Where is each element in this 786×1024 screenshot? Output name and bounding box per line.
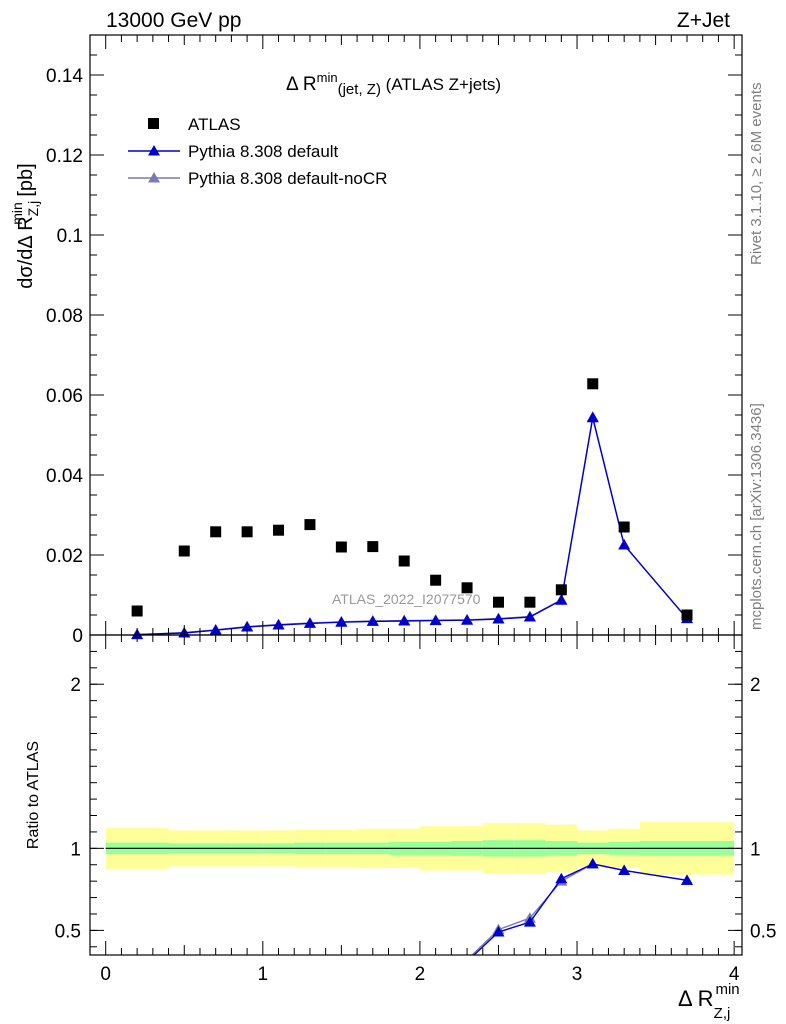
xlabel-sub: Z,j	[714, 1005, 731, 1022]
main-watermark: ATLAS_2022_I2077570	[332, 591, 481, 607]
ratio-y-axis-title: Ratio to ATLAS	[25, 741, 42, 849]
atlas-data-point	[681, 609, 693, 621]
default-ratio-marker	[586, 857, 599, 869]
legend-marker-atlas	[148, 118, 159, 129]
atlas-data-point	[492, 596, 504, 608]
main-watermark-text: ATLAS_2022_I2077570	[332, 591, 481, 607]
atlas-data-point	[587, 378, 599, 390]
mcplots-label: mcplots.cern.ch [arXiv:1306.3436]	[748, 403, 765, 630]
main-title-sup: min	[317, 70, 338, 85]
header-process-label: Z+Jet	[677, 9, 730, 32]
ratio-panel: 0.5 0.5 1 1 2 2 0 1 2 3 4 Ratio to ATLAS	[25, 634, 776, 985]
main-y-tick-label: 0.04	[46, 466, 83, 487]
default-main-marker	[398, 615, 411, 626]
legend-marker-triangle	[148, 145, 160, 156]
atlas-data-point	[555, 584, 567, 596]
default-ratio-marker	[492, 926, 505, 937]
default-main-marker	[335, 616, 348, 627]
legend-marker-triangle	[148, 172, 160, 183]
x-tick-label: 3	[572, 964, 583, 985]
x-tick-label: 2	[415, 964, 426, 985]
ratio-y-tick-label-right: 1	[750, 839, 761, 860]
legend-label: ATLAS	[188, 115, 241, 134]
main-ylabel-main: dσ/dΔ R	[15, 216, 37, 288]
default-main-marker	[523, 611, 536, 622]
legend-label: Pythia 8.308 default	[188, 142, 339, 161]
xlabel-main: Δ R	[678, 986, 713, 1011]
main-title: Δ Rmin(jet, Z) (ATLAS Z+jets)	[286, 70, 501, 98]
atlas-data-point	[178, 545, 190, 557]
atlas-data-point	[131, 605, 143, 617]
default-main-marker	[272, 619, 285, 630]
default-main-marker	[586, 411, 599, 423]
default-ratio-marker	[555, 872, 568, 884]
ratio-y-tick-label: 1	[70, 839, 81, 860]
ratio-band-layer	[105, 822, 735, 875]
ratio-y-tick-label-right: 2	[750, 675, 761, 696]
atlas-data-point	[241, 526, 253, 538]
default-main-marker	[241, 621, 254, 632]
main-title-prefix: Δ R	[286, 74, 317, 95]
xlabel-sup: min	[715, 981, 739, 998]
ratio-axes: 0.5 0.5 1 1 2 2 0 1 2 3 4	[55, 635, 776, 985]
main-title-sub: (jet, Z)	[338, 81, 381, 98]
ratio-y-tick-label-right: 0.5	[750, 921, 776, 942]
x-tick-label: 1	[258, 964, 269, 985]
atlas-data-point	[210, 526, 222, 538]
legend-label: Pythia 8.308 default-noCR	[188, 169, 387, 188]
main-ylabel-sup: min	[9, 202, 25, 225]
legend: ATLAS Pythia 8.308 default Pythia 8.308 de…	[128, 115, 387, 188]
atlas-data-point	[398, 555, 410, 567]
main-y-tick-label: 0	[72, 626, 83, 647]
ratio-frame	[89, 634, 743, 956]
main-data-layer	[131, 378, 694, 640]
atlas-data-point	[524, 596, 536, 608]
atlas-data-point	[618, 521, 630, 533]
default-ratio-marker	[523, 916, 536, 927]
main-y-tick-label: 0.14	[46, 66, 83, 87]
default-main-marker	[618, 539, 631, 550]
atlas-data-point	[273, 524, 285, 536]
default-ratio-marker	[681, 874, 694, 885]
default-main-marker	[461, 614, 474, 625]
main-y-axis-title: dσ/dΔ RZ,jmin [pb]	[9, 163, 41, 288]
main-y-tick-label: 0.02	[46, 546, 83, 567]
main-ylabel-unit: [pb]	[15, 163, 37, 202]
x-tick-label: 0	[100, 964, 111, 985]
main-panel: ATLAS_2022_I2077570 0 0.02 0.04 0.06 0.08 0.1…	[9, 34, 743, 647]
main-y-tick-label: 0.1	[57, 226, 83, 247]
default-ratio-marker	[461, 956, 473, 967]
atlas-data-point	[304, 519, 316, 531]
ratio-y-tick-label: 0.5	[55, 921, 81, 942]
default-main-marker	[429, 614, 442, 626]
main-axes: 0 0.02 0.04 0.06 0.08 0.1 0.12 0.14	[46, 34, 742, 647]
atlas-data-point	[335, 541, 347, 553]
header-energy-label: 13000 GeV pp	[106, 9, 241, 32]
atlas-data-point	[367, 541, 379, 553]
default-ratio-marker	[618, 864, 631, 875]
ratio-series-group	[461, 857, 694, 967]
rivet-version-label: Rivet 3.1.10, ≥ 2.6M events	[748, 83, 765, 266]
main-title-suffix: (ATLAS Z+jets)	[381, 75, 501, 94]
x-tick-label: 4	[729, 964, 740, 985]
main-ylabel-sub: Z,j	[25, 201, 41, 217]
main-y-tick-label: 0.06	[46, 386, 83, 407]
ratio-y-tick-label: 2	[70, 675, 81, 696]
atlas-data-point	[461, 582, 473, 594]
main-y-tick-label: 0.12	[46, 146, 83, 167]
default-main-marker	[303, 617, 316, 628]
default-main-marker	[555, 594, 568, 605]
atlas-data-point	[430, 574, 442, 586]
main-y-tick-label: 0.08	[46, 306, 83, 327]
ratio-data-layer	[461, 857, 694, 967]
default-main-marker	[492, 613, 505, 624]
default-main-marker	[366, 615, 379, 626]
